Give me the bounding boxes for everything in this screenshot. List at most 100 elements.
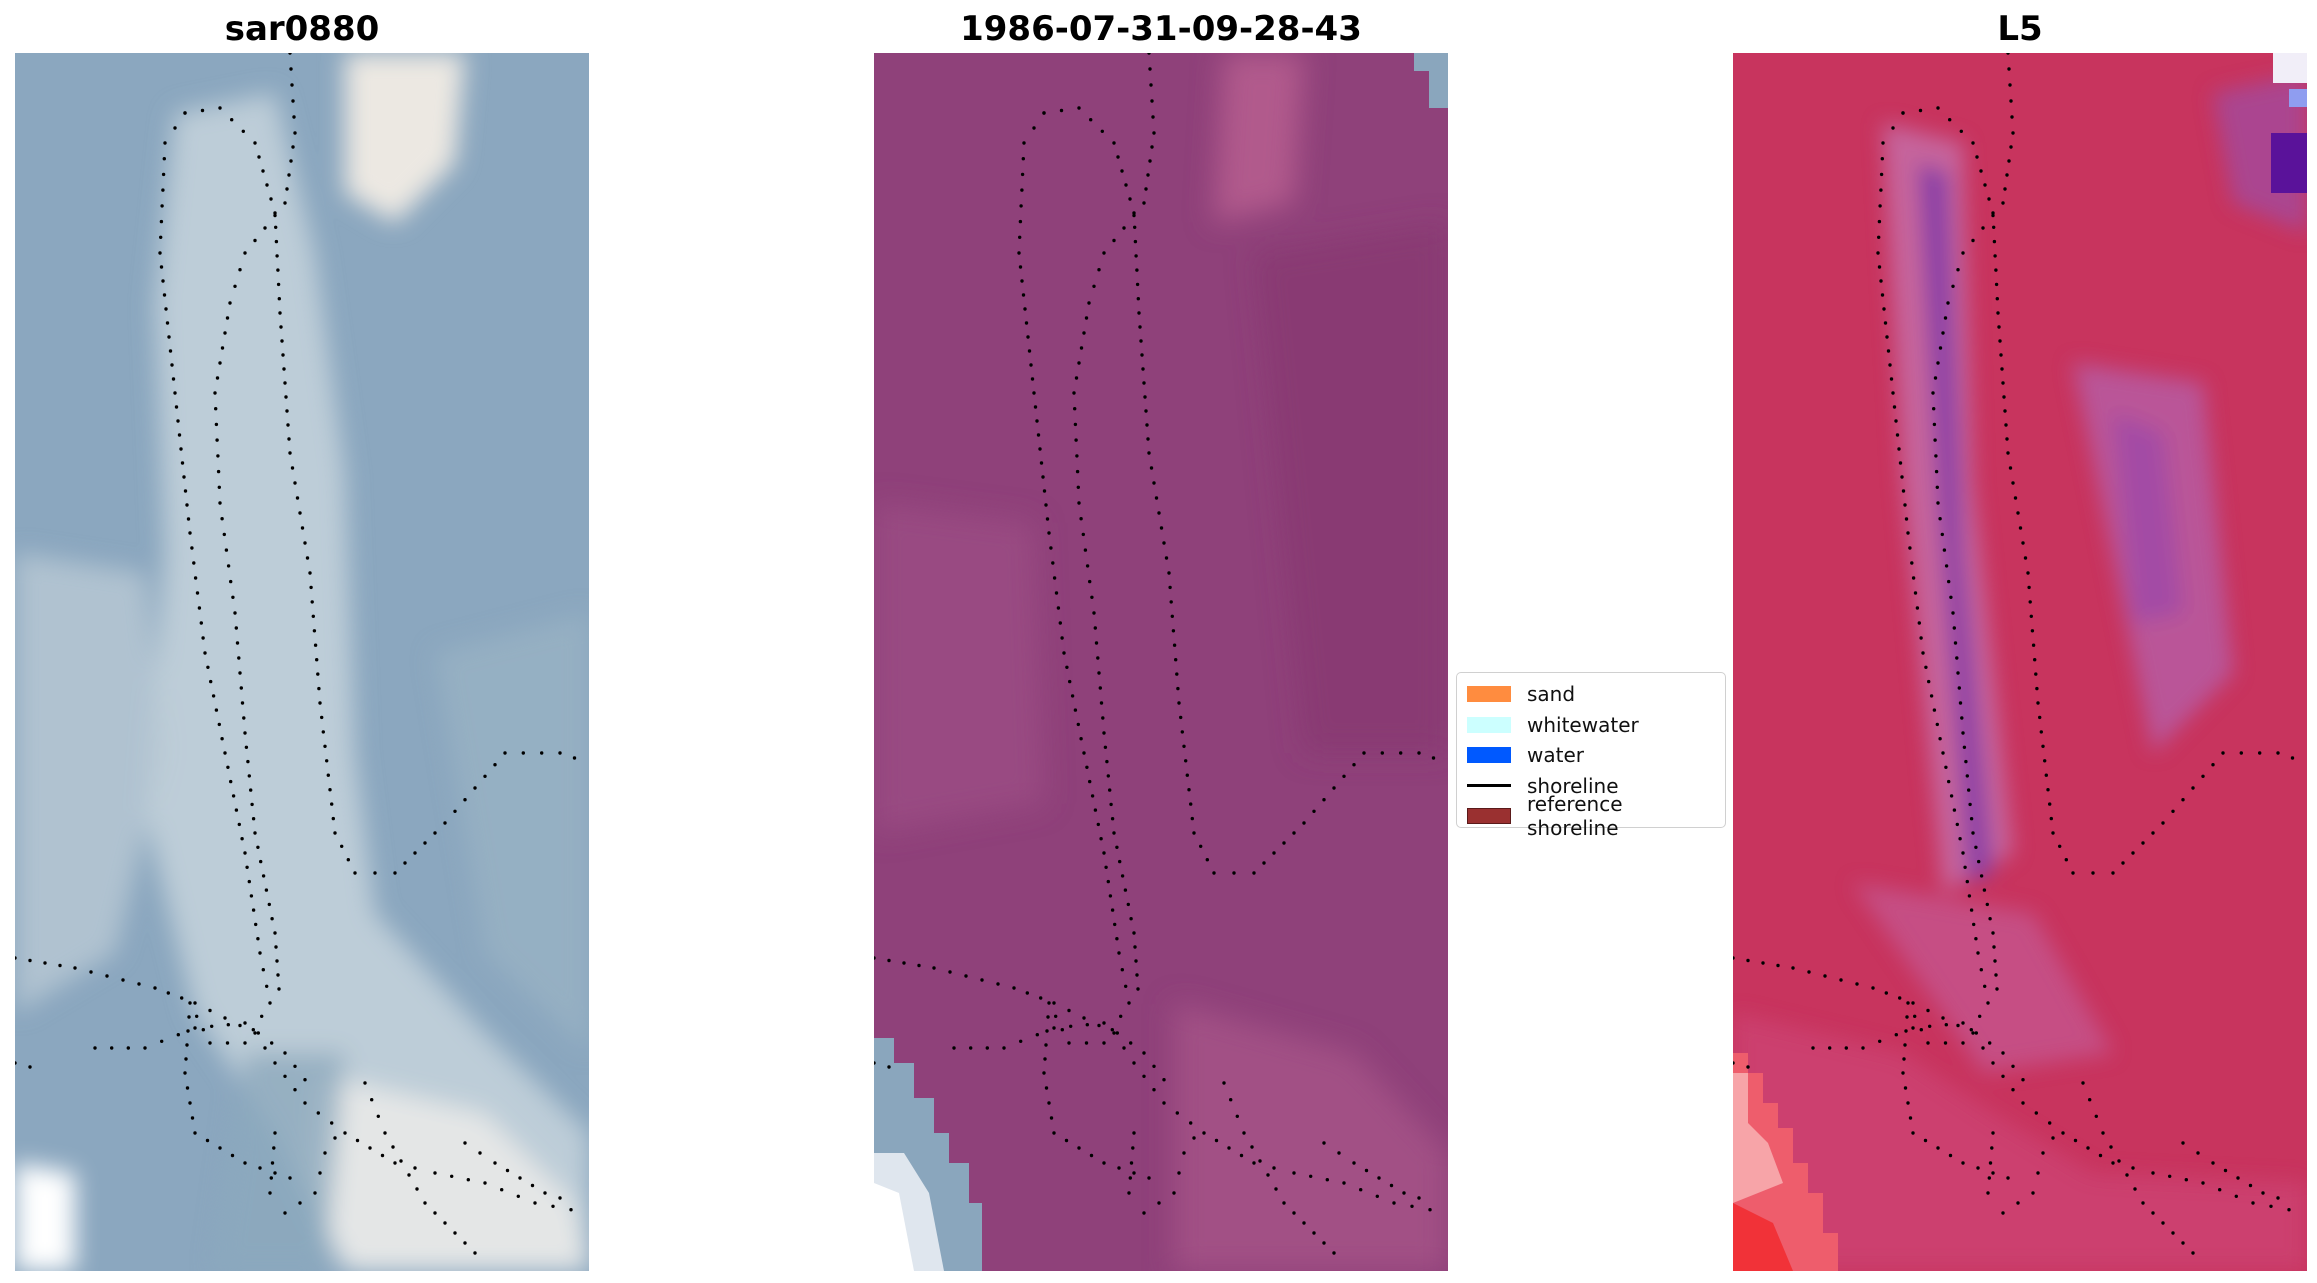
shoreline-dot [1120, 874, 1125, 878]
shoreline-dot [346, 858, 350, 862]
shoreline-dot [1102, 851, 1106, 855]
shoreline-dot [2002, 395, 2006, 399]
shoreline-dot [290, 466, 295, 470]
shoreline-dot [187, 1015, 191, 1019]
shoreline-dot [195, 1014, 199, 1018]
shoreline-dot [243, 1041, 247, 1045]
shoreline-dot [217, 722, 221, 727]
shoreline-dot [1044, 1043, 1048, 1047]
shoreline-dot [331, 816, 335, 821]
shoreline-dot [225, 316, 230, 320]
whitewater-swatch [1467, 716, 1511, 733]
reference-shoreline-swatch [1467, 808, 1511, 825]
shoreline-dot [277, 987, 281, 991]
shoreline-dot [1955, 822, 1959, 827]
shoreline-dot [1129, 917, 1133, 921]
shoreline-dot [233, 611, 237, 615]
shoreline-dot [256, 937, 260, 941]
shoreline-dot [253, 141, 257, 145]
shoreline-dot [276, 973, 280, 977]
shoreline-dot [1094, 641, 1099, 645]
shoreline-dot [1917, 621, 1921, 625]
shoreline-dot [1020, 172, 1025, 177]
shoreline-dot [1122, 1046, 1126, 1050]
shoreline-dot [158, 251, 162, 255]
water-swatch [1467, 747, 1511, 764]
shoreline-dot [1955, 656, 1959, 660]
shoreline-dot [1175, 672, 1179, 676]
shoreline-dot [1085, 1023, 1089, 1027]
shoreline-dot [1118, 859, 1122, 864]
shoreline-dot [1979, 169, 1983, 173]
shoreline-dot [237, 822, 241, 827]
shoreline-dot [1041, 475, 1045, 479]
shoreline-dot [313, 1191, 317, 1195]
shoreline-dot [226, 765, 230, 769]
shoreline-dot [2009, 145, 2013, 149]
shoreline-dot [1079, 517, 1083, 521]
shoreline-dot [1959, 129, 1963, 133]
shoreline-dot [218, 501, 222, 505]
shoreline-dot [2016, 1201, 2020, 1205]
shoreline-dot [2007, 159, 2011, 163]
shoreline-dot [1049, 1116, 1054, 1120]
shoreline-dot [289, 67, 293, 71]
shoreline-dot [1995, 987, 1999, 991]
shoreline-dot [1154, 496, 1159, 500]
shoreline-dot [326, 773, 330, 777]
shoreline-dot [1342, 1181, 1346, 1185]
shoreline-dot [1073, 708, 1078, 712]
shoreline-dot [199, 621, 203, 625]
shoreline-dot [1017, 251, 1021, 255]
shoreline-dot [1991, 1061, 1995, 1065]
shoreline-dot [1052, 1131, 1056, 1135]
shoreline-dot [1177, 701, 1181, 705]
shoreline-dot [2003, 187, 2007, 191]
shoreline-dot [1142, 201, 1146, 205]
shoreline-dot [1876, 251, 1880, 255]
shoreline-dot [222, 532, 226, 537]
shoreline-dot [1417, 1196, 1421, 1200]
shoreline-dot [483, 1181, 487, 1185]
shoreline-dot [1994, 282, 1999, 287]
shoreline-dot [292, 115, 296, 119]
shoreline-dot [1182, 1151, 1186, 1155]
shoreline-dot [1399, 751, 1403, 755]
shoreline-dot [2168, 1174, 2172, 1179]
shoreline-dot [1132, 211, 1136, 215]
shoreline-dot [1933, 438, 1937, 442]
shoreline-dot [1885, 335, 1889, 339]
shoreline-dot [320, 715, 324, 720]
shoreline-dot [1089, 118, 1093, 122]
shoreline-dot [1906, 1001, 1910, 1005]
shoreline-dot [312, 629, 317, 633]
shoreline-dot [1322, 1141, 1326, 1145]
shoreline-dot [269, 197, 273, 201]
shoreline-dot [1974, 1031, 1978, 1035]
shoreline-dot [1002, 1046, 1006, 1050]
shoreline-dot [1109, 802, 1113, 807]
shoreline-dot [2125, 1173, 2129, 1177]
shoreline-dot [1932, 407, 1936, 411]
shoreline-dot [2196, 1151, 2200, 1155]
shoreline-dot [251, 1028, 255, 1032]
shoreline-dot [284, 395, 288, 399]
shoreline-dot [1417, 751, 1421, 755]
shoreline-dot [303, 1101, 307, 1105]
shoreline-dot [1020, 279, 1024, 283]
shoreline-dot [325, 759, 329, 763]
shoreline-dot [2006, 451, 2010, 455]
shoreline-dot [1282, 1201, 1286, 1205]
shoreline-dot [1045, 1029, 1049, 1033]
shoreline-dot [1070, 694, 1075, 698]
shoreline-dot [2141, 1201, 2145, 1205]
shoreline-dot [1776, 963, 1780, 968]
shoreline-dot [1332, 786, 1336, 790]
shoreline-dot [2046, 788, 2050, 792]
shoreline-dot [263, 226, 267, 230]
shoreline-dot [463, 1241, 467, 1245]
shoreline-dot [289, 159, 293, 163]
shoreline-dot [1892, 405, 1897, 409]
shoreline-dot [1941, 751, 1945, 755]
shoreline-dot [1991, 931, 1995, 935]
